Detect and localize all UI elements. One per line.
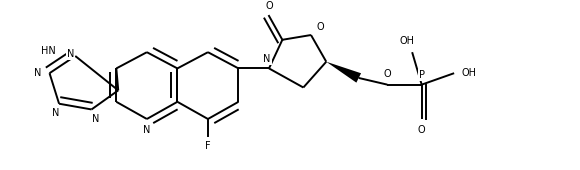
Text: P: P bbox=[419, 70, 425, 80]
Text: F: F bbox=[205, 141, 211, 151]
Text: N: N bbox=[52, 108, 59, 118]
Text: N: N bbox=[92, 114, 99, 124]
Text: N: N bbox=[263, 54, 271, 64]
Text: O: O bbox=[383, 69, 391, 79]
Text: O: O bbox=[265, 1, 273, 11]
Text: O: O bbox=[418, 125, 426, 135]
Text: O: O bbox=[317, 22, 324, 32]
Text: OH: OH bbox=[462, 68, 477, 78]
Text: N: N bbox=[143, 125, 151, 135]
Text: N: N bbox=[67, 49, 74, 59]
Text: OH: OH bbox=[400, 36, 415, 46]
Text: HN: HN bbox=[41, 46, 56, 56]
Text: N: N bbox=[34, 68, 42, 78]
Polygon shape bbox=[327, 62, 361, 83]
